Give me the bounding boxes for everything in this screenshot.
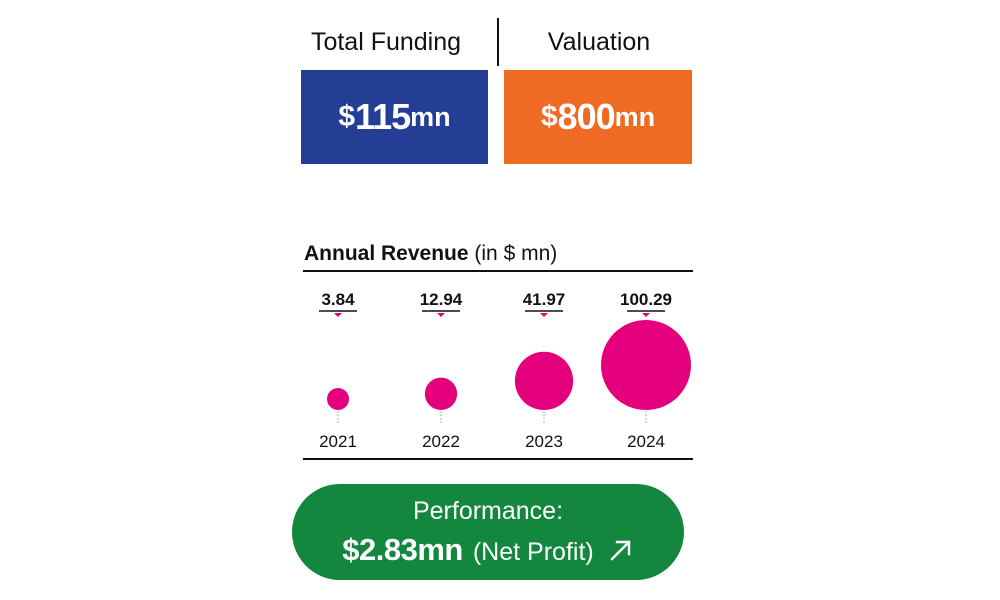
valuation-currency: $ [540,100,558,133]
valuation-label: Valuation [547,28,651,56]
performance-line: $2.83mn (Net Profit) [292,532,684,568]
valuation-value: 800 [557,96,616,137]
chart-title: Annual Revenue (in $ mn) [304,242,557,266]
year-label-2022: 2022 [422,432,460,451]
value-pointer-2021 [334,313,342,317]
chart-top-rule [303,270,693,272]
year-label-2023: 2023 [525,432,563,451]
chart-bottom-rule [303,458,693,460]
total-funding-box: $ 115 mn [301,70,488,164]
bubble-2024 [601,320,691,410]
value-pointer-2023 [540,313,548,317]
funding-value: 115 [355,96,411,137]
total-funding-label: Total Funding [310,28,462,56]
value-pointer-2022 [437,313,445,317]
chart-title-unit: (in $ mn) [474,242,558,265]
performance-pill: Performance: $2.83mn (Net Profit) [292,484,684,580]
year-label-2021: 2021 [319,432,357,451]
bubble-2023 [514,351,574,410]
value-label-2024: 100.29 [620,290,672,309]
bubble-2022 [424,377,458,411]
value-label-2022: 12.94 [420,290,463,309]
performance-value: $2.83mn [342,532,463,567]
value-label-2023: 41.97 [523,290,566,309]
arrow-up-right-icon [610,540,631,561]
performance-note: (Net Profit) [472,538,594,566]
funding-currency: $ [338,100,356,133]
year-label-2024: 2024 [627,432,665,451]
funding-unit: mn [410,101,451,132]
metrics-divider [497,18,499,66]
valuation-box: $ 800 mn [504,70,692,164]
value-label-2021: 3.84 [321,290,355,309]
bubble-2021 [327,388,349,410]
chart-title-main: Annual Revenue [304,242,469,265]
performance-label: Performance: [412,497,564,525]
value-pointer-2024 [642,313,650,317]
valuation-unit: mn [614,101,656,132]
